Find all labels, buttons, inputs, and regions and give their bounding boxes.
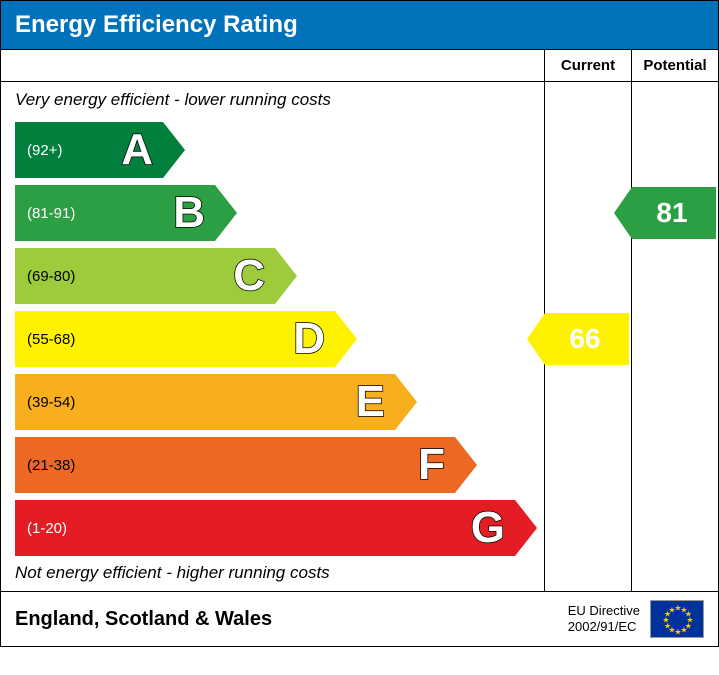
band-a: (92+) A (15, 122, 163, 178)
current-value: 66 (545, 313, 629, 365)
band-tip-a (163, 122, 185, 178)
potential-pointer-tip-icon (614, 187, 632, 239)
band-range-d: (55-68) (15, 331, 75, 348)
header-current: Current (544, 50, 631, 82)
band-f: (21-38) F (15, 437, 455, 493)
caption-bottom: Not energy efficient - higher running co… (15, 563, 330, 583)
band-range-c: (69-80) (15, 268, 75, 285)
header-potential: Potential (631, 50, 718, 82)
band-c: (69-80) C (15, 248, 275, 304)
band-letter-f: F (418, 440, 445, 490)
band-range-g: (1-20) (15, 520, 67, 537)
band-e: (39-54) E (15, 374, 395, 430)
band-tip-f (455, 437, 477, 493)
eu-star-icon: ★ (668, 605, 675, 614)
chart-grid: Current Potential Very energy efficient … (1, 49, 718, 592)
current-column: 66 (544, 82, 631, 592)
band-g: (1-20) G (15, 500, 515, 556)
band-tip-d (335, 311, 357, 367)
band-letter-d: D (293, 314, 325, 364)
potential-pointer: 81 (632, 187, 718, 239)
band-letter-g: G (471, 503, 505, 553)
band-range-a: (92+) (15, 142, 62, 159)
band-letter-a: A (121, 125, 153, 175)
band-tip-g (515, 500, 537, 556)
band-tip-e (395, 374, 417, 430)
band-b: (81-91) B (15, 185, 215, 241)
band-letter-b: B (173, 188, 205, 238)
band-range-e: (39-54) (15, 394, 75, 411)
band-tip-c (275, 248, 297, 304)
bands-column: Very energy efficient - lower running co… (1, 82, 544, 592)
band-d: (55-68) D (15, 311, 335, 367)
epc-chart-container: Energy Efficiency Rating Current Potenti… (0, 0, 719, 647)
directive-block: EU Directive 2002/91/EC ★★★★★★★★★★★★ (568, 600, 704, 638)
chart-title: Energy Efficiency Rating (1, 1, 718, 49)
current-pointer: 66 (545, 313, 631, 365)
eu-flag-icon: ★★★★★★★★★★★★ (650, 600, 704, 638)
potential-value: 81 (632, 187, 716, 239)
band-letter-c: C (233, 251, 265, 301)
directive-line2: 2002/91/EC (568, 619, 640, 635)
directive-line1: EU Directive (568, 603, 640, 619)
caption-top: Very energy efficient - lower running co… (15, 90, 331, 110)
header-spacer (1, 50, 544, 82)
current-pointer-tip-icon (527, 313, 545, 365)
band-tip-b (215, 185, 237, 241)
directive-text: EU Directive 2002/91/EC (568, 603, 640, 634)
band-letter-e: E (356, 377, 385, 427)
region-label: England, Scotland & Wales (15, 608, 272, 631)
footer: England, Scotland & Wales EU Directive 2… (1, 592, 718, 646)
potential-column: 81 (631, 82, 718, 592)
band-range-b: (81-91) (15, 205, 75, 222)
band-range-f: (21-38) (15, 457, 75, 474)
